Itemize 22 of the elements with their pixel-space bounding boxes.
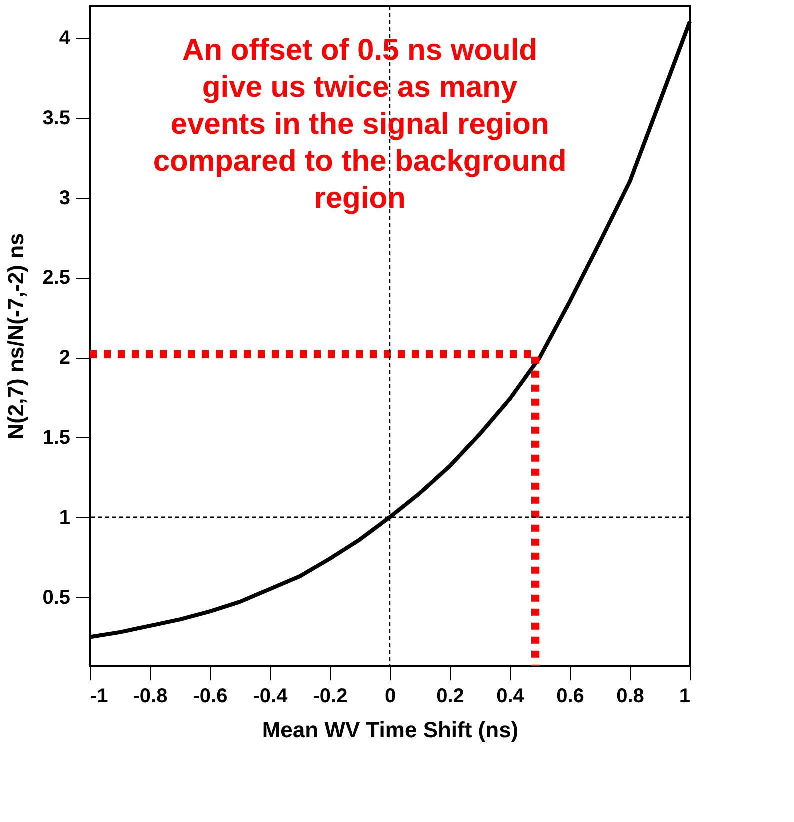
y-tick-label: 2.5 — [42, 267, 70, 290]
x-tick-label: -0.6 — [193, 686, 228, 708]
x-tick-label: -1 — [90, 686, 108, 708]
x-axis-title: Mean WV Time Shift (ns) — [262, 718, 519, 742]
x-tick-label: 0.8 — [616, 686, 644, 708]
y-tick-label: 1 — [59, 506, 70, 529]
x-tick-label: 1 — [679, 686, 690, 708]
y-tick-label: 0.5 — [42, 586, 70, 609]
y-tick-label: 2 — [59, 347, 70, 370]
y-tick-label: 3 — [59, 187, 70, 210]
y-tick-label: 3.5 — [42, 107, 70, 130]
x-tick-label: 0.6 — [556, 686, 584, 708]
x-tick-label: -0.4 — [253, 686, 289, 708]
x-tick-label: 0.2 — [436, 686, 464, 708]
y-tick-label: 4 — [59, 27, 72, 50]
x-tick-label: -0.2 — [313, 686, 348, 708]
x-tick-label: -0.8 — [133, 686, 168, 708]
x-tick-label: 0 — [384, 686, 396, 708]
x-tick-label: 0.4 — [496, 686, 526, 708]
y-axis-title: N(2,7) ns/N(-7,-2) ns — [4, 233, 29, 440]
y-tick-label: 1.5 — [42, 426, 70, 449]
annotation: An offset of 0.5 ns would give us twice as many events in the signal region compared to the background region — [153, 34, 567, 215]
